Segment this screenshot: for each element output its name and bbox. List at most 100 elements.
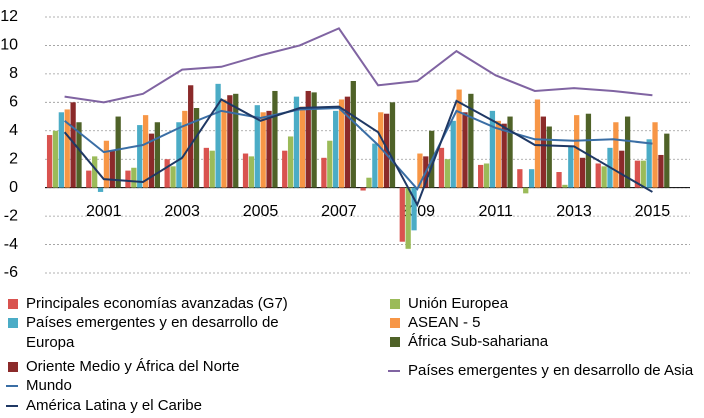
bar [293, 96, 300, 188]
legend-marker [6, 385, 18, 387]
legend-marker [8, 299, 18, 309]
y-tick-label: 10 [0, 37, 18, 54]
bar [221, 99, 227, 188]
x-tick-label: 2013 [556, 203, 592, 220]
y-tick-label: 6 [9, 94, 18, 111]
bar [109, 150, 115, 188]
bar [70, 102, 76, 188]
bar [242, 153, 249, 188]
y-tick-label: 0 [9, 179, 18, 196]
bar [601, 166, 607, 188]
bar [170, 166, 176, 188]
legend-label: Países emergentes y en desarrollo de Eur… [26, 314, 279, 351]
legend-label: Mundo [26, 377, 72, 394]
bar [344, 96, 351, 188]
bar [585, 113, 592, 188]
bar [507, 116, 513, 188]
x-tick-label: 2011 [478, 203, 513, 220]
bar [528, 169, 535, 188]
legend-label: África Sub-sahariana [408, 333, 549, 350]
line-series [63, 98, 653, 208]
line-series [64, 27, 653, 104]
bar [137, 125, 143, 188]
bar [640, 160, 646, 188]
bar [333, 110, 339, 188]
bar [193, 108, 200, 188]
bar [411, 187, 417, 231]
y-tick-label: -6 [4, 264, 18, 281]
bar [562, 184, 568, 188]
y-tick-label: -2 [4, 207, 18, 224]
bar [164, 159, 170, 188]
bar [64, 109, 70, 188]
bar [646, 139, 652, 188]
bar [233, 93, 239, 188]
x-tick-label: 2005 [243, 203, 279, 220]
bar [534, 99, 541, 188]
bar [595, 163, 601, 188]
bar [456, 89, 462, 188]
bar [444, 159, 450, 188]
bar [103, 140, 110, 188]
bar [148, 133, 155, 188]
bar [664, 133, 670, 188]
bar [282, 150, 288, 188]
legend-label: ASEAN - 5 [408, 314, 481, 331]
legend-item: ASEAN - 5 [386, 313, 704, 333]
legend-label: Países emergentes y en desarrollo de Asi… [408, 362, 694, 379]
bar [125, 170, 131, 188]
x-tick-label: 2007 [321, 203, 357, 220]
bar [176, 122, 182, 188]
bar [468, 93, 474, 188]
bar [495, 120, 501, 188]
bar [360, 187, 366, 191]
bar [142, 115, 149, 188]
legend-label: Unión Europea [408, 295, 509, 312]
legend-item: Países emergentes y en desarrollo de Eur… [4, 313, 291, 353]
legend-item: América Latina y el Caribe [4, 396, 291, 416]
bar [154, 122, 161, 188]
legend-item: Unión Europea [386, 294, 704, 314]
y-tick-label: 2 [9, 150, 18, 167]
bar [489, 110, 496, 188]
bar [97, 187, 104, 192]
legend-item: Mundo [4, 376, 291, 396]
y-tick-label: 4 [9, 122, 18, 139]
bar [46, 135, 53, 188]
bar [579, 157, 586, 188]
bar [321, 157, 327, 188]
bar [254, 105, 260, 188]
bar [546, 126, 552, 188]
bar [131, 167, 137, 188]
bar [115, 116, 121, 188]
bar [209, 150, 215, 188]
bar [86, 170, 92, 188]
legend-item: Principales economías avanzadas (G7) [4, 294, 291, 314]
y-tick-label: 8 [9, 65, 18, 82]
legend-item: África Sub-sahariana [386, 332, 704, 352]
bar [438, 147, 445, 188]
legend-label: Oriente Medio y África del Norte [26, 358, 240, 375]
bar [383, 113, 390, 188]
bar [227, 95, 233, 188]
legend-marker [388, 370, 400, 372]
bar [613, 122, 619, 188]
bar [478, 164, 484, 188]
legend-marker [8, 318, 18, 328]
bar [389, 102, 396, 188]
bar [517, 169, 523, 188]
legend-marker [390, 299, 400, 309]
bar [260, 112, 266, 188]
bar [311, 92, 317, 188]
legend-label: América Latina y el Caribe [26, 397, 202, 414]
legend-item: Países emergentes y en desarrollo de Asi… [386, 361, 704, 381]
bar [652, 122, 658, 188]
bar [619, 150, 625, 188]
bar [372, 143, 378, 188]
bar [203, 147, 209, 188]
bar [338, 99, 345, 188]
bar [378, 112, 384, 188]
bar [405, 187, 411, 249]
